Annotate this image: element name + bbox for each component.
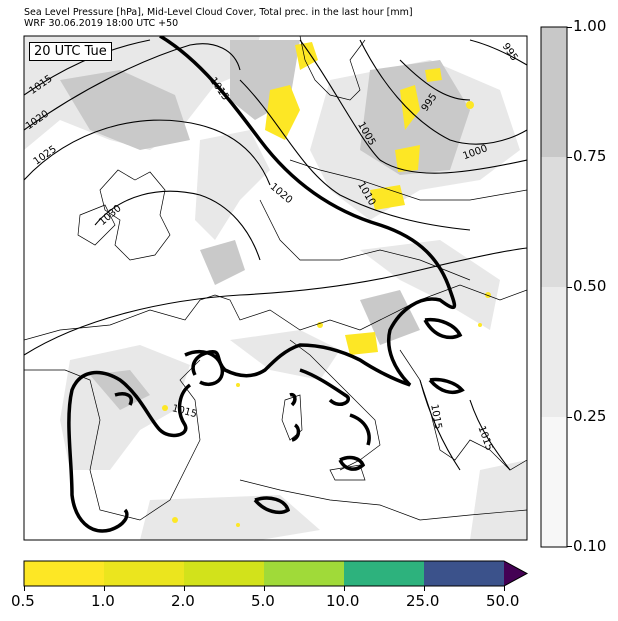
- precip-tick-label: 1.0: [91, 592, 115, 610]
- cloud-bin-1: [541, 27, 567, 157]
- cloud-bin-2: [541, 157, 567, 287]
- valid-time-label: 20 UTC Tue: [29, 42, 112, 61]
- precip-tick-label: 50.0: [486, 592, 519, 610]
- cloud-tick-label: 1.00: [573, 17, 606, 35]
- precip-tick-label: 25.0: [406, 592, 439, 610]
- cloud-bin-3: [541, 287, 567, 417]
- cloud-tick-label: 0.50: [573, 277, 606, 295]
- precip-bin-1: [24, 561, 104, 586]
- precip-tick-label: 2.0: [171, 592, 195, 610]
- cloud-tick-label: 0.25: [573, 407, 606, 425]
- cloud-tick-label: 0.10: [573, 537, 606, 555]
- precip-extend-arrow: [504, 561, 527, 586]
- precip-tick-label: 5.0: [251, 592, 275, 610]
- precip-bin-5: [344, 561, 424, 586]
- precip-bin-3: [184, 561, 264, 586]
- precip-bin-6: [424, 561, 504, 586]
- precip-bin-2: [104, 561, 184, 586]
- cloud-tick-label: 0.75: [573, 147, 606, 165]
- cloud-bin-4: [541, 417, 567, 547]
- precip-tick-label: 0.5: [11, 592, 35, 610]
- cloud-cover-colorbar: [541, 27, 567, 547]
- precip-colorbar: [24, 561, 527, 586]
- precip-bin-4: [264, 561, 344, 586]
- precip-tick-label: 10.0: [326, 592, 359, 610]
